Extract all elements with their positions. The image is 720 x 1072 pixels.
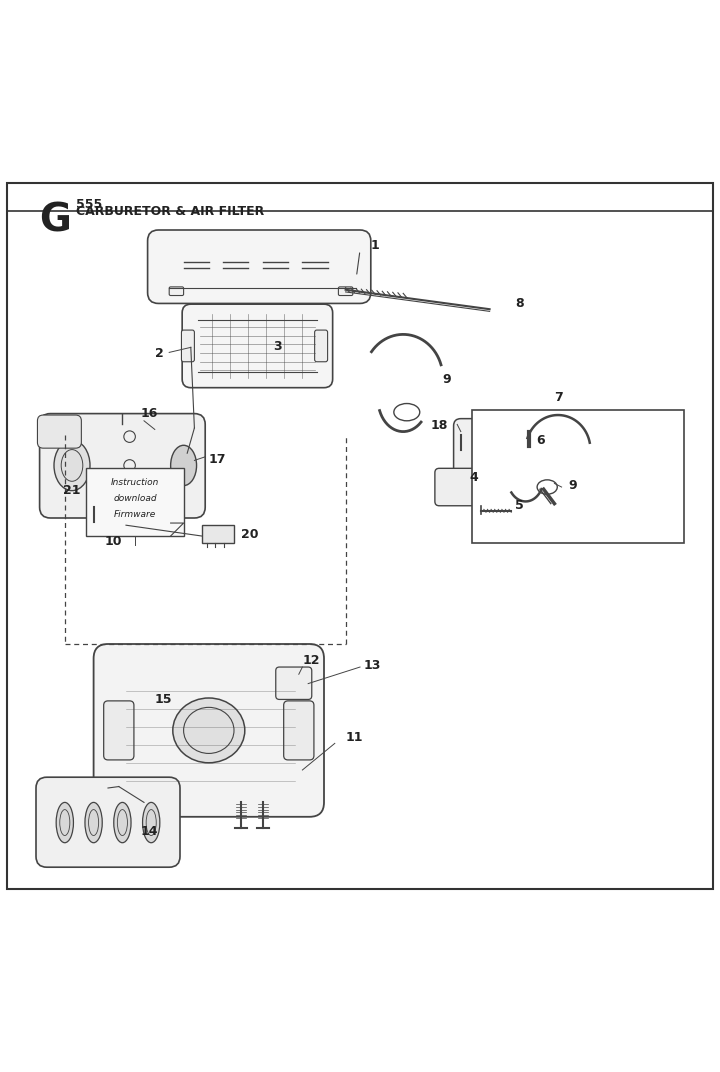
Text: 13: 13 <box>364 659 381 672</box>
Text: 14: 14 <box>140 824 158 838</box>
Text: Firmware: Firmware <box>114 510 156 519</box>
FancyBboxPatch shape <box>182 304 333 388</box>
FancyBboxPatch shape <box>181 330 194 361</box>
Text: 555: 555 <box>76 197 102 210</box>
FancyBboxPatch shape <box>169 287 184 296</box>
FancyBboxPatch shape <box>276 667 312 699</box>
FancyBboxPatch shape <box>37 415 81 448</box>
Text: 20: 20 <box>241 528 258 541</box>
FancyBboxPatch shape <box>202 525 234 544</box>
Text: 7: 7 <box>554 390 563 404</box>
Text: 6: 6 <box>536 434 545 447</box>
Text: download: download <box>113 494 157 503</box>
Text: 4: 4 <box>469 471 478 483</box>
FancyBboxPatch shape <box>315 330 328 361</box>
Text: 3: 3 <box>274 340 282 354</box>
FancyBboxPatch shape <box>148 230 371 303</box>
Ellipse shape <box>56 803 73 843</box>
FancyBboxPatch shape <box>284 701 314 760</box>
Ellipse shape <box>143 803 160 843</box>
Text: CARBURETOR & AIR FILTER: CARBURETOR & AIR FILTER <box>76 205 264 218</box>
Text: 15: 15 <box>155 693 172 706</box>
FancyBboxPatch shape <box>454 419 536 480</box>
FancyBboxPatch shape <box>94 644 324 817</box>
FancyBboxPatch shape <box>86 467 184 536</box>
Circle shape <box>529 425 572 467</box>
Text: 2: 2 <box>155 347 163 360</box>
Text: 9: 9 <box>569 479 577 492</box>
FancyBboxPatch shape <box>338 287 353 296</box>
Ellipse shape <box>114 803 131 843</box>
Text: 11: 11 <box>346 731 363 744</box>
Text: G: G <box>40 202 71 239</box>
Ellipse shape <box>54 441 90 491</box>
Text: 10: 10 <box>104 535 122 548</box>
Text: 1: 1 <box>371 239 379 252</box>
FancyBboxPatch shape <box>472 410 684 544</box>
Text: 5: 5 <box>515 498 523 511</box>
Text: 12: 12 <box>302 654 320 667</box>
Text: 8: 8 <box>515 297 523 310</box>
Text: 21: 21 <box>63 485 81 497</box>
FancyBboxPatch shape <box>40 414 205 518</box>
Text: 9: 9 <box>443 373 451 386</box>
Text: 16: 16 <box>140 407 158 420</box>
Ellipse shape <box>171 445 197 486</box>
Text: 18: 18 <box>431 419 448 432</box>
Ellipse shape <box>173 698 245 763</box>
Text: 17: 17 <box>209 452 226 465</box>
FancyBboxPatch shape <box>435 468 490 506</box>
Ellipse shape <box>85 803 102 843</box>
Text: Instruction: Instruction <box>111 478 159 488</box>
FancyBboxPatch shape <box>104 701 134 760</box>
FancyBboxPatch shape <box>36 777 180 867</box>
